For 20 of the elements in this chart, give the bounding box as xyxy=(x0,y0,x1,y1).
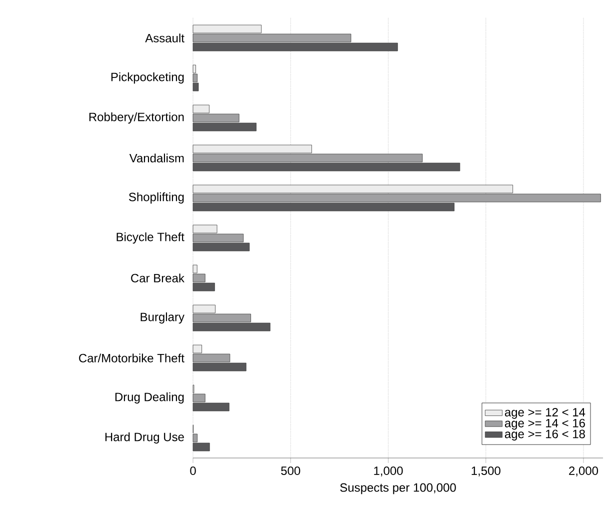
x-tick-label: 500 xyxy=(281,466,300,476)
legend-label: age >= 14 < 16 xyxy=(504,418,585,430)
y-tick-label: Pickpocketing xyxy=(111,72,184,84)
y-tick-label: Car/Motorbike Theft xyxy=(79,354,184,362)
x-axis-title: Suspects per 100,000 xyxy=(340,483,456,494)
y-tick-label: Car Break xyxy=(131,274,184,282)
y-tick-label: Burglary xyxy=(140,312,184,324)
x-tick-label: 2,000 xyxy=(569,466,598,476)
y-tick-label: Assault xyxy=(145,34,184,42)
legend-label: age >= 16 < 18 xyxy=(504,430,585,441)
y-tick-label: Hard Drug Use xyxy=(105,432,184,444)
x-tick-label: 0 xyxy=(190,466,196,476)
y-tick-label: Vandalism xyxy=(129,154,184,162)
x-tick-label: 1,000 xyxy=(374,466,403,476)
y-tick-label: Robbery/Extortion xyxy=(89,112,184,124)
legend-label: age >= 12 < 14 xyxy=(504,408,586,419)
y-tick-label: Bicycle Theft xyxy=(116,232,184,244)
y-tick-label: Shoplifting xyxy=(128,192,184,204)
y-tick-label: Drug Dealing xyxy=(115,392,184,404)
x-tick-label: 1,500 xyxy=(472,466,500,476)
